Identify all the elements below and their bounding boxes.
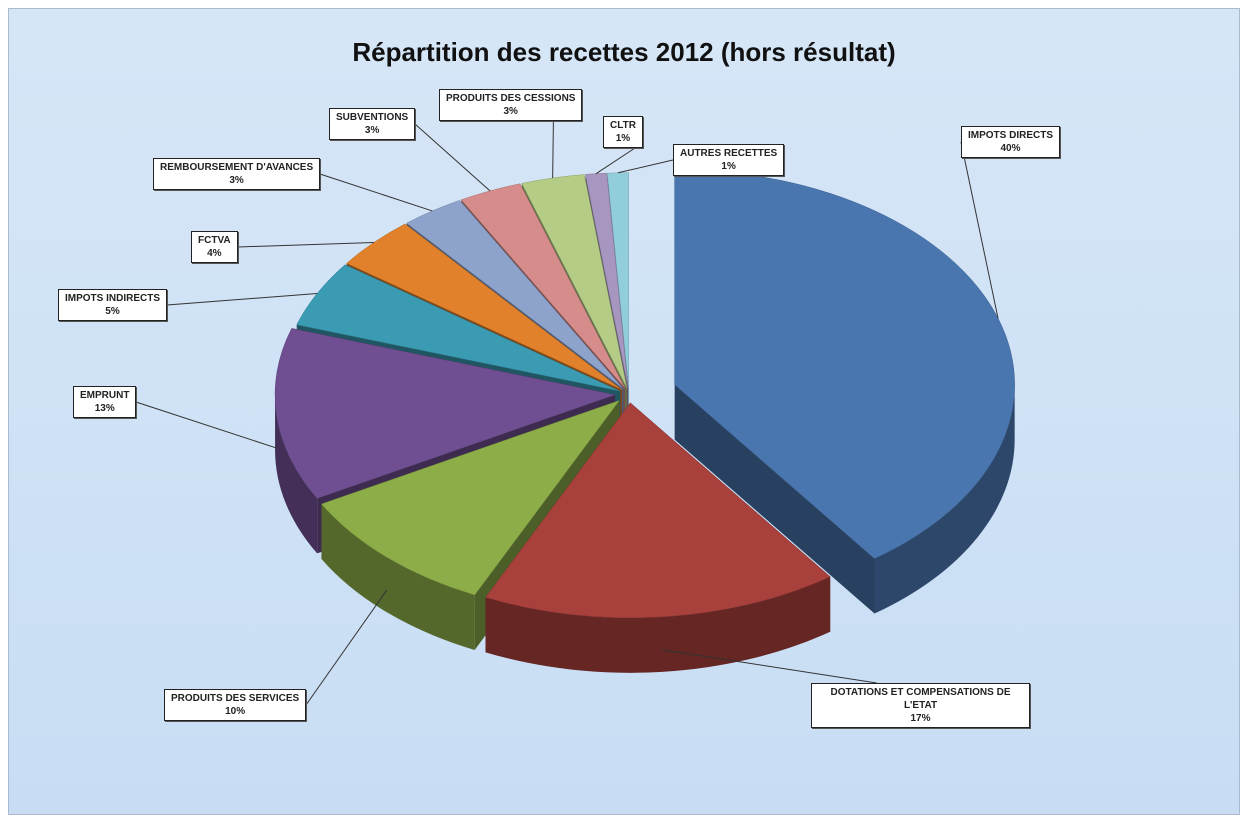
leader-line — [305, 589, 388, 706]
data-label: CLTR 1% — [603, 116, 643, 148]
label-text: REMBOURSEMENT D'AVANCES — [160, 162, 314, 173]
label-text: IMPOTS INDIRECTS — [65, 293, 161, 304]
label-text: 17% — [910, 713, 931, 724]
label-text: CLTR — [610, 120, 636, 131]
slice — [460, 183, 626, 389]
label-text: PRODUITS DES SERVICES — [171, 693, 300, 704]
data-label: IMPOTS DIRECTS 40% — [961, 126, 1061, 158]
leader-line — [135, 401, 277, 449]
data-label: FCTVA 4% — [191, 231, 238, 263]
label-text: 5% — [105, 306, 120, 317]
slice — [321, 399, 621, 596]
chart-frame: Répartition des recettes 2012 (hors résu… — [8, 8, 1240, 815]
slice-side — [485, 576, 831, 673]
label-text: 3% — [229, 175, 244, 186]
leader-line — [552, 120, 554, 179]
slice — [607, 172, 629, 388]
label-text: 3% — [503, 106, 518, 117]
slice — [274, 328, 617, 499]
data-label: PRODUITS DES SERVICES 10% — [164, 689, 307, 721]
label-text: IMPOTS DIRECTS — [968, 130, 1054, 141]
label-text: PRODUITS DES CESSIONS — [446, 93, 576, 104]
leader-line — [960, 141, 999, 319]
slice — [346, 223, 622, 390]
label-text: 40% — [1000, 143, 1021, 154]
label-text: SUBVENTIONS — [336, 112, 409, 123]
slice-side — [874, 384, 1015, 614]
slice-wall — [674, 384, 875, 614]
label-text: FCTVA — [198, 235, 231, 246]
data-label: PRODUITS DES CESSIONS 3% — [439, 89, 583, 121]
slice — [296, 264, 621, 392]
chart-title: Répartition des recettes 2012 (hors résu… — [352, 37, 896, 67]
label-text: 4% — [207, 248, 222, 259]
label-text: 3% — [364, 125, 380, 136]
label-text: 1% — [615, 133, 631, 144]
leader-line — [595, 147, 636, 175]
slice — [485, 402, 831, 619]
slice-side — [321, 504, 475, 650]
leader-line — [662, 649, 877, 684]
label-text: 10% — [225, 706, 246, 717]
slice — [406, 200, 624, 389]
leader-line — [166, 293, 318, 306]
chart — [135, 120, 1015, 706]
slice-side — [275, 394, 318, 554]
label-text: 1% — [721, 161, 736, 172]
data-label: DOTATIONS ET COMPENSATIONS DE L'ETAT 17% — [811, 683, 1030, 728]
label-text: 13% — [94, 403, 115, 414]
leader-line — [617, 159, 674, 174]
leader-line — [319, 173, 433, 212]
label-text: AUTRES RECETTES — [680, 148, 778, 159]
data-label: IMPOTS INDIRECTS 5% — [58, 289, 168, 321]
data-label: EMPRUNT 13% — [73, 386, 137, 418]
label-text: EMPRUNT — [80, 390, 130, 401]
leader-line — [414, 123, 491, 192]
data-label: REMBOURSEMENT D'AVANCES 3% — [153, 158, 321, 190]
label-text: DOTATIONS ET COMPENSATIONS DE L'ETAT — [830, 687, 1011, 711]
data-label: AUTRES RECETTES 1% — [673, 144, 785, 176]
slice — [521, 174, 628, 388]
data-label: SUBVENTIONS 3% — [329, 108, 416, 140]
leader-line — [237, 241, 374, 248]
